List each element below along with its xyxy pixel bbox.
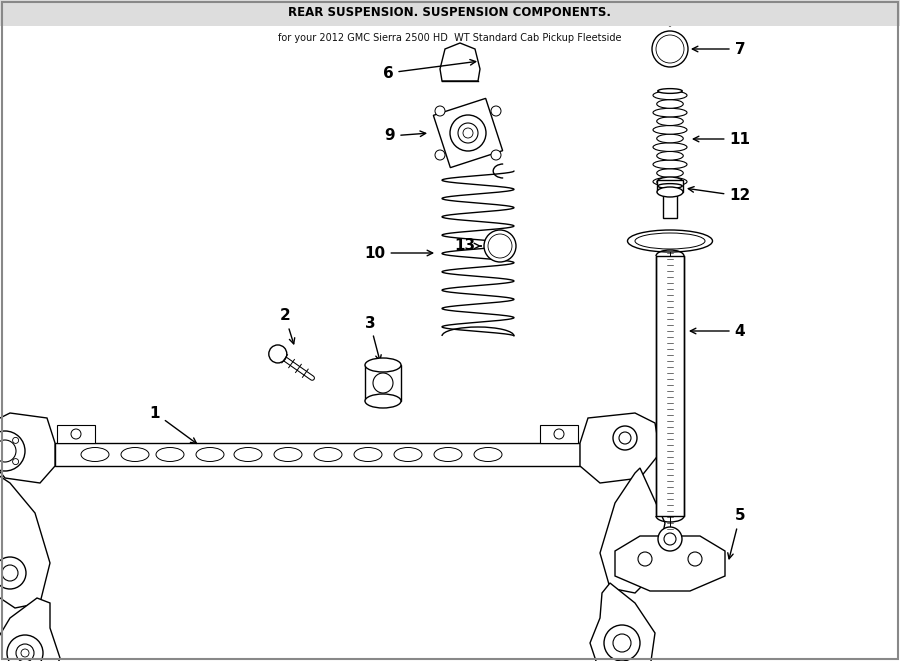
Polygon shape — [440, 43, 480, 81]
Circle shape — [619, 432, 631, 444]
Ellipse shape — [657, 151, 683, 160]
Text: 11: 11 — [693, 132, 751, 147]
Circle shape — [662, 41, 678, 57]
Bar — [365, 365, 401, 401]
Circle shape — [554, 429, 564, 439]
Circle shape — [13, 438, 19, 444]
Circle shape — [613, 634, 631, 652]
Circle shape — [652, 31, 688, 67]
Circle shape — [269, 345, 287, 363]
Ellipse shape — [434, 447, 462, 461]
Circle shape — [0, 440, 16, 462]
Ellipse shape — [274, 447, 302, 461]
Ellipse shape — [627, 230, 713, 252]
Text: 13: 13 — [454, 239, 482, 254]
Ellipse shape — [653, 160, 687, 169]
Ellipse shape — [657, 100, 683, 108]
Circle shape — [435, 150, 445, 160]
Circle shape — [688, 552, 702, 566]
Ellipse shape — [474, 447, 502, 461]
Polygon shape — [615, 536, 725, 591]
Circle shape — [658, 527, 682, 551]
Bar — [663, 190, 677, 218]
Polygon shape — [600, 468, 665, 593]
Text: 2: 2 — [280, 309, 294, 344]
Ellipse shape — [354, 447, 382, 461]
Ellipse shape — [196, 447, 224, 461]
Circle shape — [604, 625, 640, 661]
Circle shape — [450, 115, 486, 151]
Circle shape — [664, 533, 676, 545]
Circle shape — [458, 123, 478, 143]
Ellipse shape — [653, 143, 687, 151]
Text: 8: 8 — [605, 9, 654, 24]
Circle shape — [488, 234, 512, 258]
Circle shape — [656, 35, 684, 63]
Ellipse shape — [365, 358, 401, 372]
Circle shape — [484, 230, 516, 262]
Text: 9: 9 — [384, 128, 426, 143]
Circle shape — [2, 565, 18, 581]
Bar — [0, 0, 900, 26]
Bar — [656, 256, 684, 516]
Polygon shape — [434, 98, 502, 168]
Text: for your 2012 GMC Sierra 2500 HD  WT Standard Cab Pickup Fleetside: for your 2012 GMC Sierra 2500 HD WT Stan… — [278, 33, 622, 43]
Ellipse shape — [653, 126, 687, 134]
Polygon shape — [580, 413, 660, 483]
Circle shape — [638, 552, 652, 566]
Circle shape — [13, 459, 19, 465]
Text: 7: 7 — [692, 42, 745, 56]
Ellipse shape — [653, 177, 687, 186]
Ellipse shape — [657, 187, 683, 197]
Ellipse shape — [657, 177, 683, 187]
Text: 4: 4 — [690, 323, 745, 338]
Ellipse shape — [658, 184, 682, 188]
Circle shape — [463, 128, 473, 138]
Ellipse shape — [156, 447, 184, 461]
Circle shape — [613, 426, 637, 450]
Bar — [57, 425, 95, 443]
Text: 5: 5 — [728, 508, 745, 559]
Ellipse shape — [234, 447, 262, 461]
Bar — [55, 443, 580, 466]
Circle shape — [665, 12, 675, 22]
Circle shape — [492, 238, 508, 254]
Circle shape — [16, 644, 34, 661]
Ellipse shape — [635, 233, 705, 249]
Bar — [657, 180, 683, 192]
Text: 12: 12 — [688, 186, 751, 204]
Ellipse shape — [658, 89, 682, 93]
Text: 6: 6 — [382, 59, 476, 81]
Polygon shape — [662, 8, 678, 26]
Polygon shape — [0, 413, 55, 483]
Polygon shape — [590, 583, 655, 661]
Circle shape — [373, 373, 393, 393]
Text: 10: 10 — [364, 245, 433, 260]
Circle shape — [491, 106, 501, 116]
Circle shape — [435, 106, 445, 116]
Ellipse shape — [657, 117, 683, 126]
Ellipse shape — [653, 108, 687, 117]
Circle shape — [0, 557, 26, 589]
Circle shape — [71, 429, 81, 439]
Circle shape — [491, 150, 501, 160]
Ellipse shape — [314, 447, 342, 461]
Polygon shape — [0, 473, 50, 608]
Polygon shape — [0, 598, 60, 661]
Circle shape — [0, 431, 25, 471]
Bar — [540, 425, 578, 443]
Ellipse shape — [81, 447, 109, 461]
Ellipse shape — [657, 134, 683, 143]
Circle shape — [7, 635, 43, 661]
Ellipse shape — [365, 394, 401, 408]
Text: REAR SUSPENSION. SUSPENSION COMPONENTS.: REAR SUSPENSION. SUSPENSION COMPONENTS. — [289, 7, 611, 20]
Text: 3: 3 — [364, 315, 382, 361]
Circle shape — [21, 649, 29, 657]
Ellipse shape — [657, 169, 683, 177]
Ellipse shape — [653, 91, 687, 100]
Text: 1: 1 — [149, 405, 196, 444]
Ellipse shape — [394, 447, 422, 461]
Ellipse shape — [121, 447, 149, 461]
